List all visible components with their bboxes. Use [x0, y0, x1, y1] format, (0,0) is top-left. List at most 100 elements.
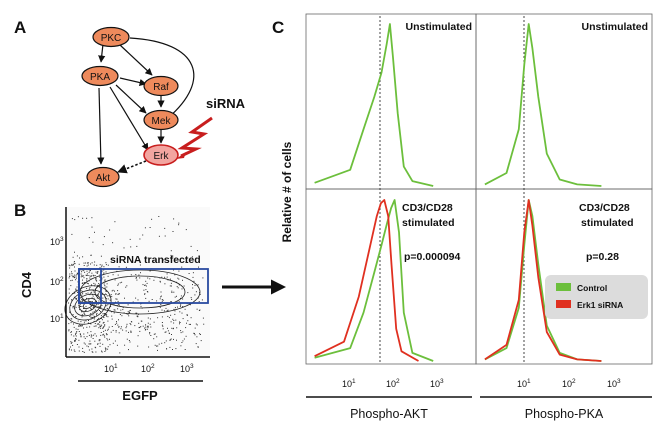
scatter-dot [117, 290, 119, 292]
dot-plot-y-ticks: 103 102 101 [50, 236, 64, 324]
scatter-dot [196, 324, 198, 326]
scatter-dot [80, 321, 82, 323]
scatter-dot [94, 346, 96, 348]
scatter-dot [103, 326, 105, 328]
scatter-dot [103, 283, 105, 285]
scatter-dot [129, 341, 131, 343]
scatter-dot [192, 276, 194, 278]
scatter-dot [192, 272, 194, 274]
scatter-dot [81, 325, 83, 327]
scatter-dot [169, 339, 171, 341]
scatter-dot [168, 317, 170, 319]
scatter-dot [101, 264, 103, 266]
scatter-dot [185, 262, 187, 263]
scatter-dot [100, 255, 102, 257]
scatter-dot [91, 297, 93, 299]
scatter-dot [115, 293, 117, 295]
scatter-dot [120, 326, 122, 328]
scatter-dot [75, 334, 76, 336]
scatter-dot [96, 312, 98, 314]
scatter-dot [104, 324, 106, 326]
scatter-dot [156, 300, 158, 302]
scatter-dot [169, 339, 171, 341]
scatter-dot [96, 272, 98, 274]
scatter-dot [83, 336, 85, 338]
scatter-dot [97, 293, 99, 295]
scatter-dot [112, 289, 114, 291]
scatter-dot [73, 349, 75, 351]
scatter-dot [170, 282, 172, 284]
scatter-dot [158, 216, 160, 217]
scatter-dot [109, 299, 111, 301]
scatter-dot [68, 288, 70, 290]
scatter-dot [147, 317, 149, 319]
scatter-dot [199, 293, 201, 295]
scatter-dot [149, 270, 151, 272]
scatter-dot [115, 298, 117, 300]
x-label-phospho-pka: Phospho-PKA [525, 407, 604, 421]
scatter-dot [171, 327, 173, 329]
scatter-dot [83, 312, 85, 314]
scatter-dot [117, 324, 119, 326]
scatter-dot [93, 311, 95, 313]
scatter-dot [92, 241, 94, 243]
scatter-dot [125, 327, 127, 329]
scatter-dot [108, 326, 110, 328]
scatter-dot [93, 325, 95, 327]
scatter-dot [104, 347, 106, 349]
scatter-dot [72, 264, 74, 266]
scatter-dot [71, 274, 73, 276]
scatter-dot [144, 327, 146, 329]
scatter-dot [71, 341, 73, 343]
scatter-dot [74, 292, 76, 294]
scatter-dot [136, 312, 138, 314]
scatter-dot [91, 317, 93, 318]
panel-label-a: A [14, 18, 26, 37]
scatter-dot [82, 282, 83, 284]
scatter-dot [144, 293, 146, 295]
scatter-dot [129, 238, 131, 240]
contour-line [69, 289, 107, 321]
scatter-dot [117, 274, 119, 276]
scatter-dot [80, 269, 82, 271]
scatter-dot [77, 320, 79, 322]
histogram-2-erk1-sirna [314, 199, 419, 362]
scatter-dot [107, 264, 109, 266]
scatter-dot [181, 266, 183, 268]
scatter-dot [104, 288, 106, 289]
scatter-dot [72, 344, 74, 346]
scatter-dot [92, 301, 93, 303]
scatter-dot [68, 349, 70, 351]
legend-label-erk1: Erk1 siRNA [577, 300, 623, 310]
scatter-dot [117, 293, 119, 295]
scatter-dot [129, 309, 131, 311]
scatter-dot [190, 297, 192, 299]
scatter-dot [99, 274, 101, 276]
scatter-dot [126, 285, 128, 287]
node-pka: PKA [81, 65, 119, 87]
scatter-dot [81, 314, 83, 316]
scatter-dot [202, 317, 204, 319]
scatter-dot [178, 222, 180, 224]
scatter-dot [103, 276, 105, 278]
scatter-dot [116, 322, 118, 324]
scatter-dot [104, 313, 106, 314]
scatter-dot [175, 319, 177, 321]
scatter-dot [179, 321, 180, 323]
scatter-dot [80, 336, 82, 338]
scatter-dot [81, 311, 83, 313]
panel-label-b: B [14, 201, 26, 220]
scatter-dot [149, 227, 151, 228]
scatter-dot [90, 336, 92, 338]
scatter-dot [109, 344, 111, 346]
scatter-dot [118, 326, 120, 328]
scatter-dot [190, 245, 192, 247]
scatter-dot [81, 271, 83, 273]
scatter-dot [151, 299, 153, 300]
scatter-dot [104, 294, 106, 296]
scatter-dot [77, 273, 79, 275]
histogram-0-control [314, 23, 434, 187]
scatter-dot [102, 297, 104, 299]
scatter-dot [140, 272, 141, 274]
scatter-dot [84, 343, 86, 345]
